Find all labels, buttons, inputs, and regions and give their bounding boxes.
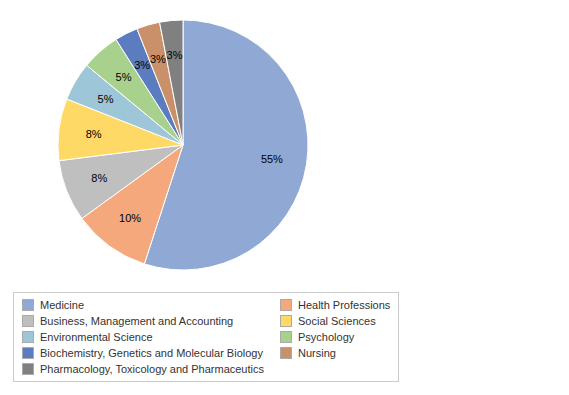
- html-text:Biochemistry, Genetics and Mol: Biochemistry, Genetics and Molecular Bio…: [40, 347, 263, 359]
- svg-text:8%: 8%: [86, 128, 102, 140]
- html-text:Environmental Science: Environmental Science: [40, 331, 153, 343]
- html-text:Medicine: Medicine: [40, 299, 84, 311]
- html-text:Nursing: Nursing: [298, 347, 336, 359]
- html-text:Business, Management and Accou: Business, Management and Accounting: [40, 315, 234, 327]
- svg-text:5%: 5%: [98, 93, 114, 105]
- html-text:Social Sciences: Social Sciences: [298, 315, 376, 327]
- svg-text:8%: 8%: [91, 172, 107, 184]
- html-text:Psychology: Psychology: [298, 331, 355, 343]
- svg-text:3%: 3%: [167, 49, 183, 61]
- svg-text:5%: 5%: [116, 71, 132, 83]
- html-text:Pharmacology, Toxicology and P: Pharmacology, Toxicology and Pharmaceuti…: [40, 363, 264, 375]
- html-text:Health Professions: Health Professions: [298, 299, 391, 311]
- svg-text:3%: 3%: [134, 59, 150, 71]
- svg-text:3%: 3%: [150, 53, 166, 65]
- svg-text:10%: 10%: [119, 212, 141, 224]
- svg-text:55%: 55%: [261, 153, 283, 165]
